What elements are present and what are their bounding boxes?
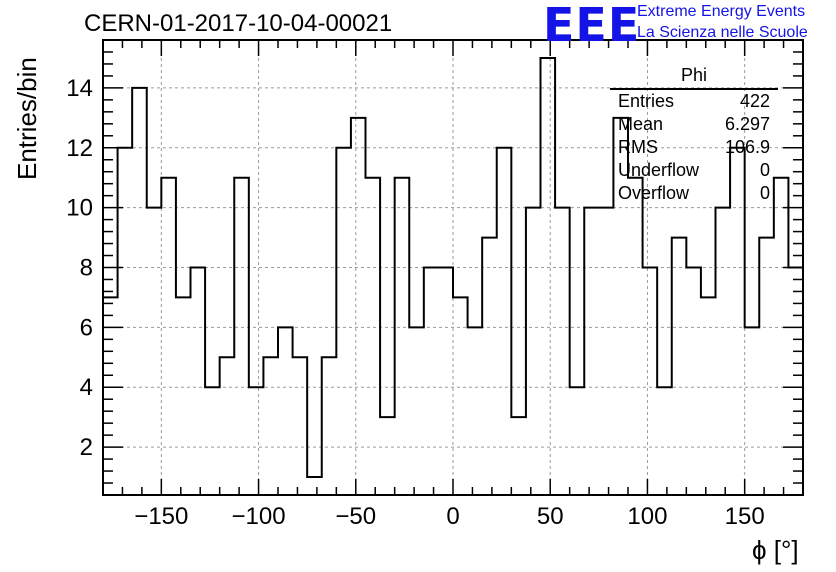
stats-row-entries: Entries 422 [610, 90, 778, 113]
stats-box: Phi Entries 422 Mean 6.297 RMS 106.9 Und… [610, 64, 778, 205]
y-tick-label: 4 [80, 374, 93, 401]
x-tick-label: 50 [537, 503, 564, 530]
stats-row-rms: RMS 106.9 [610, 136, 778, 159]
logo-line-2: La Scienza nelle Scuole [637, 24, 808, 41]
plot-frame [102, 39, 804, 496]
y-tick-label: 2 [80, 434, 93, 461]
y-tick-label: 14 [66, 75, 93, 102]
stats-label: Mean [618, 114, 664, 134]
stats-row-mean: Mean 6.297 [610, 113, 778, 136]
stats-row-overflow: Overflow 0 [610, 182, 778, 205]
stats-label: Entries [618, 91, 675, 111]
eee-logo: EEE [543, 0, 641, 52]
chart-title: CERN-01-2017-10-04-00021 [84, 10, 393, 37]
x-tick-label: 100 [627, 503, 667, 530]
x-tick-label: −150 [134, 503, 188, 530]
axis-ticks [103, 40, 803, 495]
stats-title: Phi [610, 64, 778, 90]
y-tick-label: 8 [80, 255, 93, 282]
x-tick-label: 150 [725, 503, 765, 530]
stats-value: 6.297 [724, 114, 770, 134]
x-tick-label: −100 [232, 503, 286, 530]
y-tick-label: 6 [80, 314, 93, 341]
stats-label: Underflow [618, 160, 700, 180]
y-axis-label: Entries/bin [12, 57, 42, 180]
stats-value: 106.9 [724, 137, 770, 157]
y-tick-label: 10 [66, 195, 93, 222]
stats-value: 0 [759, 183, 770, 203]
stats-value: 0 [759, 160, 770, 180]
histogram-line [103, 56, 803, 479]
stats-label: Overflow [618, 183, 690, 203]
stats-label: RMS [618, 137, 658, 157]
y-tick-label: 12 [66, 135, 93, 162]
stats-value: 422 [739, 91, 770, 111]
tick-labels: −150 −100 −50 0 50 100 150 2 4 6 8 10 12 14 [66, 75, 764, 530]
logo-line-1: Extreme Energy Events [637, 3, 806, 20]
stats-row-underflow: Underflow 0 [610, 159, 778, 182]
x-axis-label: ϕ [°] [752, 535, 799, 565]
x-tick-label: 0 [446, 503, 459, 530]
x-tick-label: −50 [335, 503, 376, 530]
